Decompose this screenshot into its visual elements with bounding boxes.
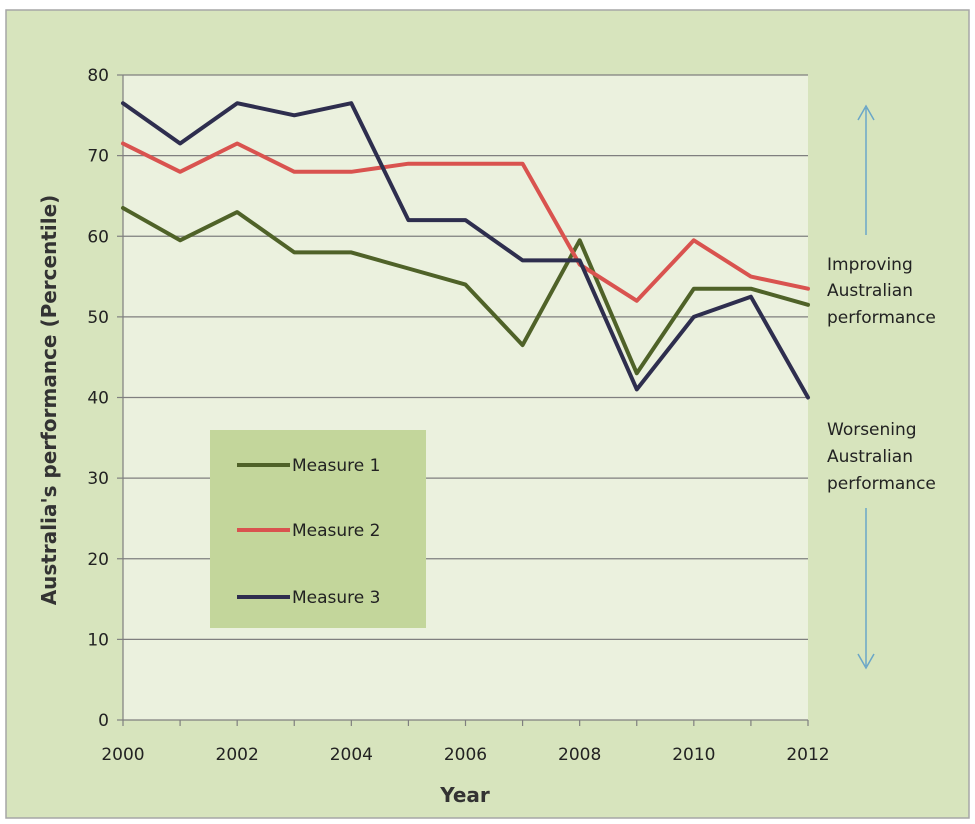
series-lines xyxy=(121,101,810,400)
x-tick-label-2004: 2004 xyxy=(330,745,373,765)
y-tick-label-40: 40 xyxy=(87,389,109,409)
improving-label-line-3: performance xyxy=(827,308,936,328)
x-tick-label-2000: 2000 xyxy=(101,745,144,765)
x-tick-label-2006: 2006 xyxy=(444,745,487,765)
x-tick-label-2002: 2002 xyxy=(216,745,259,765)
x-tick-label-2008: 2008 xyxy=(558,745,601,765)
improving-label-line-1: Improving xyxy=(827,255,913,275)
series-line-3 xyxy=(121,101,810,400)
y-tick-label-50: 50 xyxy=(87,308,109,328)
series-line-2 xyxy=(121,141,810,303)
series-line-1 xyxy=(121,206,810,376)
worsening-label-line-3: performance xyxy=(827,474,936,494)
axes xyxy=(122,75,808,721)
legend-label-3: Measure 3 xyxy=(292,588,380,608)
y-tick-label-80: 80 xyxy=(87,66,109,86)
y-tick-label-0: 0 xyxy=(98,711,109,731)
y-axis-title: Australia's performance (Percentile) xyxy=(37,195,61,606)
y-tick-label-30: 30 xyxy=(87,469,109,489)
y-tick-label-20: 20 xyxy=(87,550,109,570)
up-arrowhead-icon xyxy=(857,104,875,121)
down-arrowhead-icon xyxy=(857,653,875,670)
y-tick-label-60: 60 xyxy=(87,227,109,247)
performance-annotation: Improving Australian performance Worseni… xyxy=(827,104,936,670)
x-tick-label-2012: 2012 xyxy=(786,745,829,765)
improving-label-line-2: Australian xyxy=(827,281,913,301)
y-tick-labels: 0 10 20 30 40 50 60 70 80 xyxy=(87,66,109,731)
legend-label-1: Measure 1 xyxy=(292,456,380,476)
legend: Measure 1 Measure 2 Measure 3 xyxy=(210,430,426,628)
x-tick-label-2010: 2010 xyxy=(672,745,715,765)
y-tick-label-10: 10 xyxy=(87,630,109,650)
worsening-label-line-1: Worsening xyxy=(827,420,917,440)
x-axis-title: Year xyxy=(439,783,490,807)
legend-label-2: Measure 2 xyxy=(292,521,380,541)
x-tick-labels: 2000 2002 2004 2006 2008 2010 2012 xyxy=(101,745,829,765)
worsening-label-line-2: Australian xyxy=(827,447,913,467)
y-tick-label-70: 70 xyxy=(87,147,109,167)
